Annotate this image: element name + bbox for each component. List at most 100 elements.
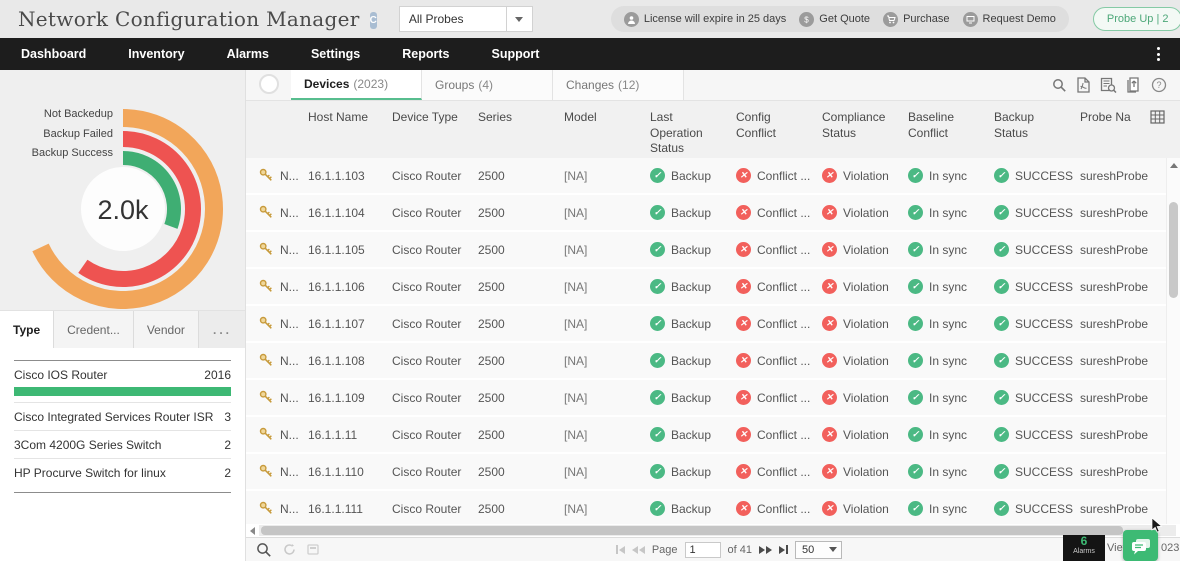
baseline-conflict: ✓ In sync bbox=[908, 464, 994, 479]
get-quote-icon: $ bbox=[799, 11, 815, 27]
footer-refresh-icon[interactable] bbox=[283, 543, 296, 556]
column-chooser-icon[interactable] bbox=[1150, 110, 1165, 129]
table-row[interactable]: N... 16.1.1.107 Cisco Router 2500 [NA] ✓ Backu… bbox=[246, 306, 1166, 341]
series: 2500 bbox=[478, 353, 505, 368]
table-row[interactable]: N... 16.1.1.11 Cisco Router 2500 [NA] ✓ Backup… bbox=[246, 417, 1166, 452]
page-input[interactable] bbox=[684, 541, 721, 558]
last-operation-status: ✓ Backup bbox=[650, 353, 736, 368]
tab-count: (2023) bbox=[353, 77, 389, 91]
column-header-series[interactable]: Series bbox=[478, 110, 513, 124]
error-x-icon: ✕ bbox=[822, 316, 837, 331]
vertical-scrollbar-thumb[interactable] bbox=[1169, 202, 1178, 298]
nav-item-inventory[interactable]: Inventory bbox=[128, 47, 185, 61]
nav-item-reports[interactable]: Reports bbox=[402, 47, 450, 61]
last-page-button[interactable] bbox=[779, 545, 788, 554]
column-header-probe-na[interactable]: Probe Na bbox=[1080, 110, 1131, 124]
select-all-circle[interactable] bbox=[259, 74, 279, 94]
list-item[interactable]: Cisco IOS Router 2016 bbox=[14, 361, 231, 403]
column-header-host-name[interactable]: Host Name bbox=[308, 110, 369, 124]
next-page-button[interactable] bbox=[759, 545, 772, 554]
first-page-button[interactable] bbox=[615, 545, 625, 554]
license-bar-item-purchase[interactable]: Purchase bbox=[883, 11, 950, 27]
alarms-badge[interactable]: 6 Alarms bbox=[1063, 535, 1105, 561]
list-item[interactable]: HP Procurve Switch for linux 2 bbox=[14, 459, 231, 486]
license-bar-item-license-will-expire-in-25-days[interactable]: License will expire in 25 days bbox=[623, 11, 786, 27]
chat-widget-button[interactable] bbox=[1123, 530, 1158, 561]
device-name: N... bbox=[280, 279, 299, 294]
probe-status-badge[interactable]: Probe Up | 2 bbox=[1092, 7, 1180, 31]
nav-item-dashboard[interactable]: Dashboard bbox=[21, 47, 87, 61]
table-row[interactable]: N... 16.1.1.106 Cisco Router 2500 [NA] ✓ Backu… bbox=[246, 269, 1166, 304]
table-row[interactable]: N... 16.1.1.109 Cisco Router 2500 [NA] ✓ Backu… bbox=[246, 380, 1166, 415]
table-row[interactable]: N... 16.1.1.104 Cisco Router 2500 [NA] ✓ Backu… bbox=[246, 195, 1166, 230]
table-row[interactable]: N... 16.1.1.108 Cisco Router 2500 [NA] ✓ Backu… bbox=[246, 343, 1166, 378]
probe-name: sureshProbe bbox=[1080, 353, 1149, 368]
export-file-icon[interactable] bbox=[1126, 77, 1142, 93]
compliance-status: ✕ Violation bbox=[822, 427, 908, 442]
tab-changes[interactable]: Changes (12) bbox=[553, 70, 684, 100]
tab-devices[interactable]: Devices (2023) bbox=[291, 70, 422, 100]
host-name: 16.1.1.108 bbox=[308, 353, 365, 368]
page-size-select[interactable]: 50 bbox=[795, 540, 842, 559]
series: 2500 bbox=[478, 390, 505, 405]
nav-item-support[interactable]: Support bbox=[491, 47, 540, 61]
license-bar-item-request-demo[interactable]: Request Demo bbox=[962, 11, 1056, 27]
column-header-last-operation-status[interactable]: Last Operation Status bbox=[650, 110, 703, 156]
sidebar-tab-[interactable]: ... bbox=[212, 322, 232, 337]
sidebar-tab-vendor[interactable]: Vendor bbox=[133, 311, 199, 348]
config-conflict: ✕ Conflict ... bbox=[736, 353, 822, 368]
last-operation-status-label: Backup bbox=[671, 242, 712, 257]
list-item[interactable]: 3Com 4200G Series Switch 2 bbox=[14, 431, 231, 459]
nav-item-alarms[interactable]: Alarms bbox=[226, 47, 269, 61]
license-bar-item-get-quote[interactable]: $ Get Quote bbox=[799, 11, 870, 27]
horizontal-scrollbar-thumb[interactable] bbox=[261, 526, 1123, 535]
last-operation-status: ✓ Backup bbox=[650, 464, 736, 479]
model: [NA] bbox=[564, 427, 588, 442]
success-check-icon: ✓ bbox=[908, 501, 923, 516]
probe-name: sureshProbe bbox=[1080, 242, 1149, 257]
config-conflict: ✕ Conflict ... bbox=[736, 316, 822, 331]
scroll-left-arrow-icon[interactable] bbox=[250, 526, 255, 535]
success-check-icon: ✓ bbox=[908, 427, 923, 442]
sidebar-tab-credent[interactable]: Credent... bbox=[54, 311, 134, 348]
report-view-icon[interactable] bbox=[1100, 77, 1117, 93]
table-row[interactable]: N... 16.1.1.103 Cisco Router 2500 [NA] ✓ Backu… bbox=[246, 158, 1166, 193]
backup-status-label: SUCCESS bbox=[1015, 390, 1074, 405]
probe-selector-arrow-button[interactable] bbox=[506, 6, 533, 32]
help-icon[interactable]: ? bbox=[1151, 77, 1167, 93]
config-conflict: ✕ Conflict ... bbox=[736, 390, 822, 405]
device-type: Cisco Router bbox=[392, 353, 462, 368]
table-search-icon[interactable] bbox=[1052, 78, 1067, 93]
probe-name: sureshProbe bbox=[1080, 168, 1149, 183]
baseline-conflict: ✓ In sync bbox=[908, 205, 994, 220]
device-name: N... bbox=[280, 242, 299, 257]
probe-selector[interactable]: All Probes bbox=[398, 6, 507, 32]
table-row[interactable]: N... 16.1.1.105 Cisco Router 2500 [NA] ✓ Backu… bbox=[246, 232, 1166, 267]
compliance-status: ✕ Violation bbox=[822, 168, 908, 183]
scroll-up-arrow-icon[interactable] bbox=[1169, 163, 1178, 168]
column-header-backup-status[interactable]: Backup Status bbox=[994, 110, 1035, 140]
column-header-model[interactable]: Model bbox=[564, 110, 597, 124]
export-pdf-icon[interactable] bbox=[1076, 77, 1091, 93]
config-conflict: ✕ Conflict ... bbox=[736, 242, 822, 257]
column-header-config-conflict[interactable]: Config Conflict bbox=[736, 110, 777, 140]
table-row[interactable]: N... 16.1.1.111 Cisco Router 2500 [NA] ✓ Backu… bbox=[246, 491, 1166, 524]
column-header-baseline-conflict[interactable]: Baseline Conflict bbox=[908, 110, 955, 140]
footer-search-icon[interactable] bbox=[256, 542, 272, 558]
horizontal-scrollbar[interactable] bbox=[246, 524, 1180, 537]
column-header-device-type[interactable]: Device Type bbox=[392, 110, 458, 124]
footer-panel-icon[interactable] bbox=[307, 544, 319, 555]
prev-page-button[interactable] bbox=[631, 545, 645, 554]
baseline-conflict: ✓ In sync bbox=[908, 501, 994, 516]
svg-text:?: ? bbox=[1156, 80, 1161, 90]
sidebar-tab-type[interactable]: Type bbox=[0, 311, 55, 348]
table-row[interactable]: N... 16.1.1.110 Cisco Router 2500 [NA] ✓ Backu… bbox=[246, 454, 1166, 489]
nav-overflow-menu-icon[interactable] bbox=[1153, 43, 1164, 65]
sidebar: 2.0k Not Backedup Backup Failed Backup Succ… bbox=[0, 70, 245, 561]
list-item[interactable]: Cisco Integrated Services Router ISR 3 bbox=[14, 403, 231, 431]
vertical-scrollbar[interactable] bbox=[1166, 158, 1180, 524]
column-header-compliance-status[interactable]: Compliance Status bbox=[822, 110, 886, 140]
error-x-icon: ✕ bbox=[736, 168, 751, 183]
nav-item-settings[interactable]: Settings bbox=[310, 47, 361, 61]
tab-groups[interactable]: Groups (4) bbox=[422, 70, 553, 100]
